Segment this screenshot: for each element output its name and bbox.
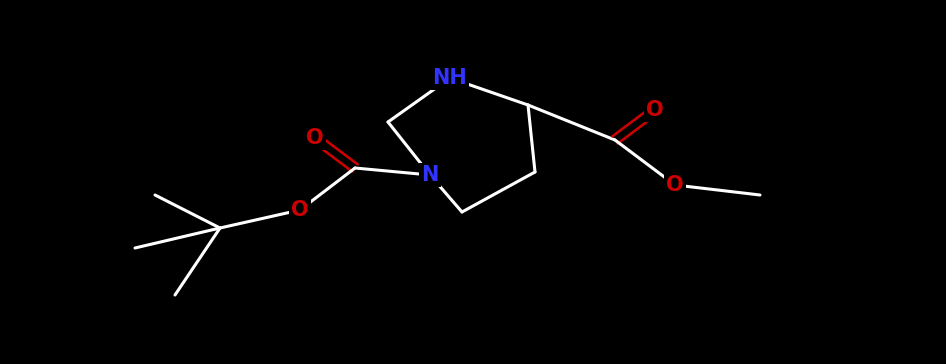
Text: O: O (646, 100, 664, 120)
Text: N: N (421, 165, 439, 185)
Text: O: O (291, 200, 308, 220)
Text: O: O (666, 175, 684, 195)
Text: O: O (307, 128, 324, 148)
Text: NH: NH (432, 68, 467, 88)
